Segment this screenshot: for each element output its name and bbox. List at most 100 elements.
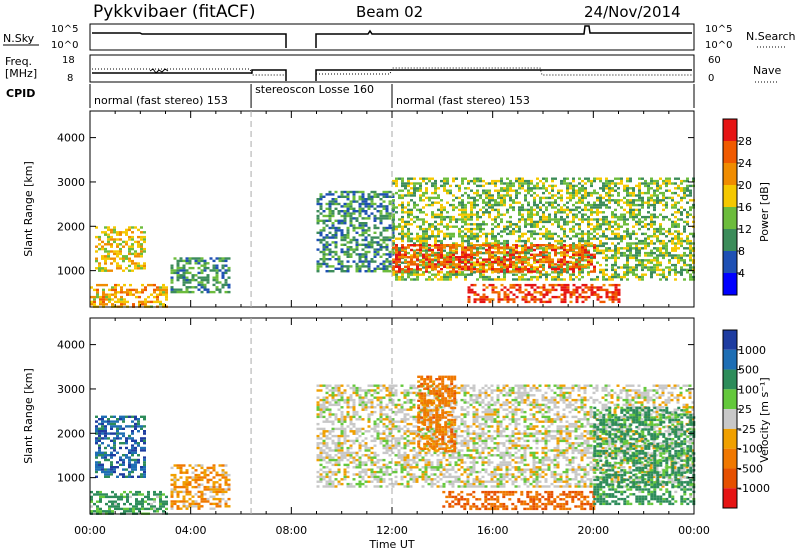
power-echo-cell xyxy=(461,225,464,228)
power-echo-cell xyxy=(533,196,536,200)
power-echo-cell xyxy=(587,230,590,233)
power-echo-cell xyxy=(632,271,635,274)
velocity-echo-cell xyxy=(194,493,198,496)
power-echo-cell xyxy=(355,219,359,222)
power-echo-cell xyxy=(617,283,621,287)
power-echo-cell xyxy=(605,242,608,245)
power-echo-cell xyxy=(128,238,131,241)
power-echo-cell xyxy=(428,196,431,200)
power-echo-cell xyxy=(515,194,518,197)
power-echo-cell xyxy=(569,295,573,299)
power-echo-cell xyxy=(440,208,443,212)
velocity-echo-cell xyxy=(182,481,186,484)
power-echo-cell xyxy=(128,259,131,263)
velocity-echo-cell xyxy=(224,481,228,484)
power-echo-cell xyxy=(395,244,398,247)
power-echo-cell xyxy=(509,203,512,207)
velocity-echo-cell xyxy=(188,490,192,494)
power-echo-cell xyxy=(361,253,365,256)
power-echo-cell xyxy=(620,275,623,279)
power-echo-cell xyxy=(665,247,668,250)
power-echo-cell xyxy=(554,295,558,299)
power-echo-cell xyxy=(584,218,587,221)
power-echo-cell xyxy=(653,242,656,245)
power-echo-cell xyxy=(419,242,422,245)
power-echo-cell xyxy=(503,251,506,255)
power-echo-cell xyxy=(665,275,668,279)
power-echo-cell xyxy=(325,219,329,222)
power-echo-cell xyxy=(467,256,470,259)
velocity-echo-cell xyxy=(325,482,329,486)
power-echo-cell xyxy=(542,254,545,257)
power-echo-cell xyxy=(140,243,143,246)
velocity-echo-cell xyxy=(129,490,132,494)
velocity-echo-cell xyxy=(194,478,198,482)
power-echo-cell xyxy=(488,213,491,216)
power-echo-cell xyxy=(401,273,404,276)
power-echo-cell xyxy=(626,179,629,183)
power-echo-cell xyxy=(482,258,485,261)
velocity-echo-cell xyxy=(325,466,329,469)
velocity-echo-cell xyxy=(134,425,137,428)
power-echo-cell xyxy=(349,214,353,218)
power-echo-cell xyxy=(509,182,512,185)
power-echo-cell xyxy=(437,230,440,233)
velocity-echo-cell xyxy=(185,469,189,472)
power-echo-cell xyxy=(476,263,479,267)
power-echo-cell xyxy=(407,227,410,231)
power-echo-cell xyxy=(398,177,401,180)
power-echo-cell xyxy=(575,291,579,294)
power-echo-cell xyxy=(328,190,332,194)
power-echo-cell xyxy=(650,242,653,245)
velocity-echo-cell xyxy=(218,488,222,491)
power-echo-cell xyxy=(117,300,120,304)
velocity-echo-cell xyxy=(162,505,165,508)
velocity-echo-cell xyxy=(224,476,228,479)
power-echo-cell xyxy=(536,291,540,294)
power-echo-cell xyxy=(596,278,599,281)
power-echo-cell xyxy=(617,291,621,294)
power-echo-cell xyxy=(581,189,584,192)
power-echo-cell xyxy=(578,191,581,195)
power-echo-cell xyxy=(416,251,419,255)
power-echo-cell xyxy=(340,193,344,196)
power-echo-cell xyxy=(479,247,482,250)
velocity-echo-cell xyxy=(141,502,144,506)
power-echo-cell xyxy=(416,239,419,243)
velocity-echo-cell xyxy=(123,510,126,513)
power-echo-cell xyxy=(665,177,668,180)
power-echo-cell xyxy=(530,189,533,192)
power-echo-cell xyxy=(437,258,440,261)
power-echo-cell xyxy=(503,260,506,264)
velocity-echo-cell xyxy=(116,451,119,454)
power-echo-cell xyxy=(376,248,380,251)
power-echo-cell xyxy=(116,262,119,265)
power-echo-cell xyxy=(689,213,692,216)
power-echo-cell xyxy=(623,184,626,188)
power-echo-cell xyxy=(647,259,650,262)
power-echo-cell xyxy=(355,241,359,244)
velocity-echo-cell xyxy=(182,505,186,508)
power-echo-cell xyxy=(650,261,653,264)
power-echo-cell xyxy=(506,268,509,271)
power-echo-cell xyxy=(599,206,602,209)
power-echo-cell xyxy=(116,233,119,236)
power-echo-cell xyxy=(629,208,632,212)
velocity-echo-cell xyxy=(159,507,162,511)
velocity-echo-cell xyxy=(153,490,156,494)
power-echo-cell xyxy=(635,242,638,245)
power-echo-cell xyxy=(120,300,123,304)
power-echo-cell xyxy=(500,242,503,245)
power-echo-cell xyxy=(367,205,371,208)
velocity-echo-cell xyxy=(173,488,177,491)
power-echo-cell xyxy=(143,267,146,270)
velocity-echo-cell xyxy=(322,442,326,445)
velocity-echo-cell xyxy=(203,493,207,496)
power-echo-cell xyxy=(419,254,422,257)
power-echo-cell xyxy=(518,191,521,195)
velocity-echo-cell xyxy=(331,391,335,395)
power-echo-cell xyxy=(596,288,600,292)
power-echo-cell xyxy=(497,291,501,294)
power-echo-cell xyxy=(116,250,119,253)
